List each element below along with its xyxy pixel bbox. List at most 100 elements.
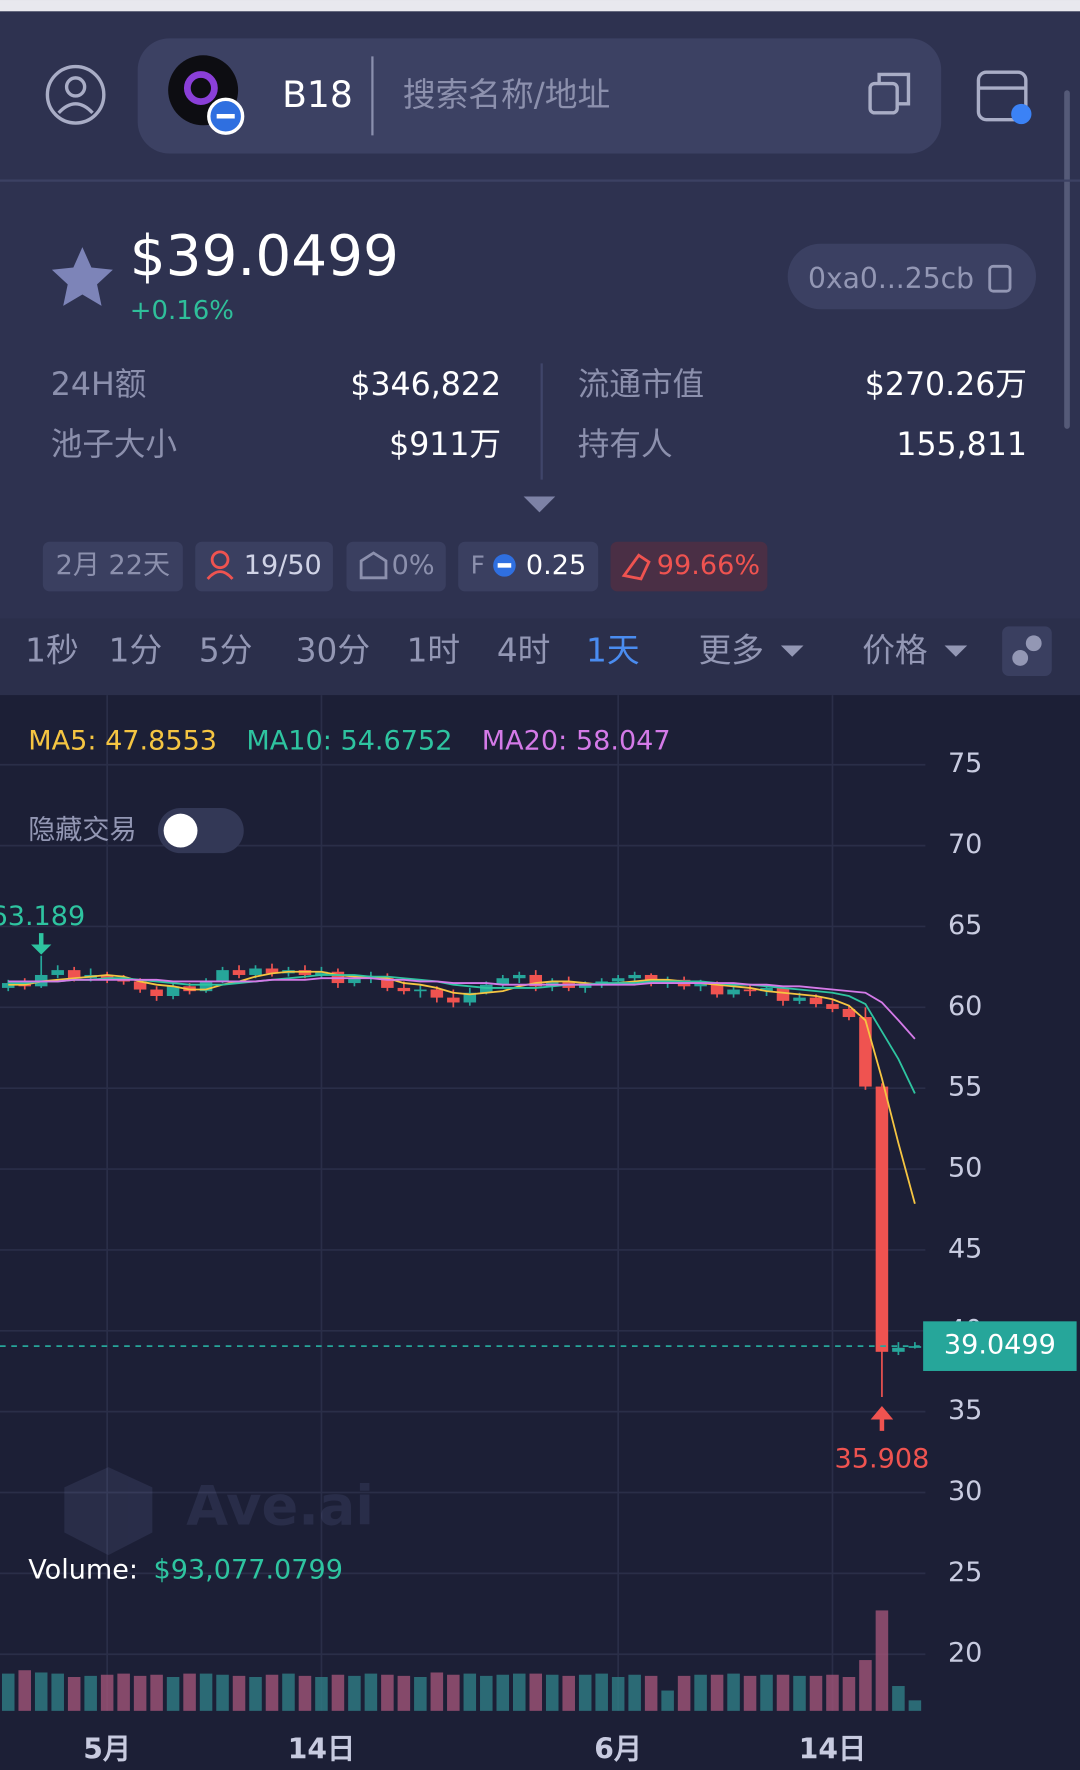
ma-legend-value: 54.6752: [340, 725, 452, 756]
user-button[interactable]: [45, 64, 106, 125]
chart-bg: [0, 695, 1080, 1770]
tag-icon: [359, 551, 388, 580]
candle-body: [743, 989, 757, 992]
stat-label: 持有人: [578, 427, 673, 463]
volume-bar: [496, 1674, 510, 1711]
tab-dropdown[interactable]: 价格: [862, 631, 927, 669]
x-tick-label: 5月: [83, 1732, 131, 1765]
y-tick-label: 60: [948, 991, 982, 1022]
volume-label: Volume:: [28, 1554, 138, 1585]
volume-bar: [562, 1675, 575, 1711]
volume-bar: [133, 1675, 147, 1711]
search-placeholder[interactable]: 搜索名称/地址: [403, 76, 610, 114]
dropdown-arrow: [780, 645, 804, 657]
tab-dropdown[interactable]: 更多: [699, 631, 764, 669]
volume-bar: [249, 1677, 262, 1711]
candle-body: [875, 1086, 889, 1352]
volume-bar: [644, 1675, 658, 1711]
volume-value: $93,077.0799: [153, 1554, 342, 1585]
stat-value: $346,822: [350, 367, 501, 403]
volume-bar: [908, 1700, 922, 1711]
candle-body: [710, 983, 724, 995]
volume-bar: [545, 1674, 559, 1711]
x-tick-label: 6月: [594, 1732, 642, 1765]
expand-arrow[interactable]: [523, 496, 556, 513]
last-price-label: 39.0499: [944, 1330, 1056, 1361]
volume-bar: [677, 1675, 691, 1711]
volume-bar: [710, 1674, 724, 1711]
candle-body: [760, 987, 773, 992]
tab[interactable]: 1分: [109, 631, 163, 669]
toggle-label: 隐藏交易: [28, 815, 136, 846]
candle-body: [809, 997, 823, 1005]
volume-bar: [809, 1675, 823, 1711]
volume-bar: [628, 1674, 641, 1711]
volume-bar: [166, 1677, 180, 1711]
tab[interactable]: 1秒: [25, 631, 79, 669]
ma-legend: MA10: 54.6752: [246, 725, 452, 756]
tab[interactable]: 1时: [407, 631, 461, 669]
candle-body: [694, 983, 707, 987]
candle-body: [727, 989, 740, 995]
tab[interactable]: 4时: [497, 631, 551, 669]
favorite-star[interactable]: [51, 247, 113, 306]
candle-body: [67, 970, 81, 979]
volume-bar: [381, 1674, 394, 1711]
wallet-button[interactable]: [976, 70, 1032, 125]
volume-bar: [397, 1675, 411, 1711]
tab[interactable]: 5分: [199, 631, 253, 669]
volume-bar: [298, 1675, 312, 1711]
candle-body: [842, 1008, 856, 1018]
dropdown-arrow: [944, 645, 968, 657]
candle-body: [776, 987, 790, 1001]
volume-bar: [875, 1610, 889, 1711]
settings-icon: [1025, 635, 1042, 652]
volume-bar: [760, 1674, 773, 1711]
volume-bar: [84, 1675, 97, 1711]
candle-body: [249, 968, 262, 975]
y-tick-label: 20: [948, 1638, 982, 1669]
address-copy-icon: [988, 264, 1012, 293]
toggle-knob: [163, 813, 198, 848]
volume-bar: [51, 1673, 64, 1711]
volume-bar: [199, 1673, 213, 1711]
ma-legend-sep: :: [558, 725, 576, 756]
candle-body: [348, 978, 361, 984]
volume-bar: [117, 1673, 130, 1711]
tag-icon: [621, 553, 651, 581]
scrollbar: [1064, 90, 1070, 429]
candle-body: [578, 984, 592, 988]
search-bar[interactable]: [137, 38, 942, 154]
user-body: [57, 102, 94, 115]
chart: 2025303540455055606570755月14日6月14日MA5: 4…: [0, 695, 1077, 1765]
candle-body: [414, 989, 427, 992]
tag: [195, 541, 333, 592]
wallet-badge: [1011, 103, 1032, 125]
tab-active[interactable]: 1天: [586, 631, 640, 669]
tag: [458, 541, 599, 592]
low-marker-arrow: [870, 1405, 894, 1431]
candle-body: [1, 983, 15, 988]
tab[interactable]: 30分: [296, 631, 370, 669]
volume-bar: [480, 1675, 493, 1711]
candle-body: [133, 981, 147, 990]
volume-bar: [100, 1674, 114, 1711]
volume-bar: [331, 1674, 345, 1711]
candle-body: [859, 1017, 872, 1087]
stat-label: 24H额: [51, 367, 147, 403]
price: $39.0499: [130, 224, 399, 289]
last-price-box: [923, 1321, 1077, 1371]
volume-bar: [348, 1675, 361, 1711]
watermark-logo: [64, 1467, 153, 1556]
settings-button[interactable]: [1002, 626, 1052, 676]
copy-button[interactable]: [868, 72, 911, 115]
volume-bar: [529, 1673, 543, 1711]
volume-bar: [265, 1674, 279, 1711]
candle-body: [381, 976, 394, 988]
volume-bar: [18, 1670, 31, 1711]
volume-bar: [842, 1677, 856, 1711]
volume-bar: [512, 1673, 526, 1711]
candle-body: [529, 974, 543, 987]
address-pill[interactable]: [787, 243, 1036, 310]
tag-text: 99.66%: [657, 550, 760, 581]
